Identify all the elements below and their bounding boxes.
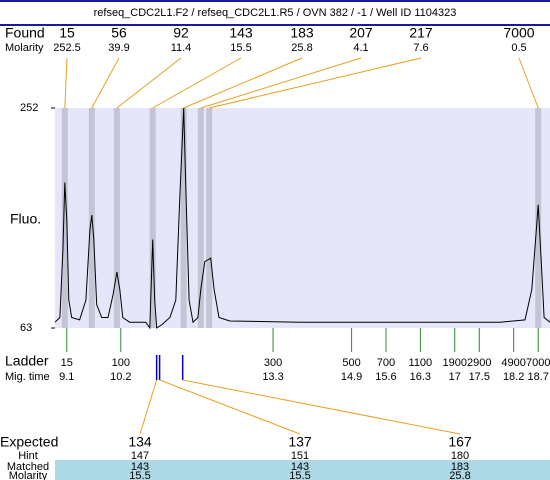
peak-band	[206, 108, 213, 328]
header-border	[0, 24, 550, 26]
found-molarity: 11.4	[171, 42, 192, 54]
expected-leader	[159, 379, 301, 435]
expected-hint: 180	[451, 450, 469, 462]
mig-time-label: Mig. time	[5, 371, 50, 383]
expected-expected: 167	[448, 434, 472, 450]
expected-leader	[139, 379, 158, 435]
ladder-size: 700	[377, 357, 395, 369]
found-size: 207	[349, 25, 373, 41]
ladder-size: 15	[61, 357, 73, 369]
ladder-time: 17.5	[469, 371, 490, 383]
expected-matched: 143	[131, 461, 149, 473]
peak-leader	[518, 57, 539, 109]
highlight-row	[55, 460, 550, 480]
y-label: Fluo.	[10, 211, 41, 227]
peak-band	[61, 108, 68, 328]
expected-molarity: 15.5	[129, 470, 150, 480]
ladder-time: 14.9	[341, 371, 362, 383]
found-size: 56	[111, 25, 127, 41]
row-label: Hint	[18, 450, 38, 462]
ladder-size: 1100	[409, 357, 433, 369]
peak-band	[535, 108, 542, 328]
row-label: Matched	[7, 461, 49, 473]
ladder-size: 7000	[526, 357, 550, 369]
ladder-size: 500	[342, 357, 360, 369]
header-title: refseq_CDC2L1.F2 / refseq_CDC2L1.R5 / OV…	[94, 7, 457, 19]
expected-expected: 134	[128, 434, 152, 450]
found-size: 143	[229, 25, 253, 41]
found-label: Found	[5, 25, 45, 41]
found-molarity: 252.5	[53, 42, 81, 54]
peak-leader	[152, 57, 242, 109]
expected-molarity: 25.8	[449, 470, 470, 480]
molarity-label: Molarity	[5, 42, 44, 54]
expected-molarity: 15.5	[289, 470, 310, 480]
found-size: 92	[173, 25, 189, 41]
peak-leader	[91, 57, 120, 109]
ladder-label: Ladder	[5, 353, 49, 369]
found-molarity: 25.8	[291, 42, 312, 54]
peak-leader	[183, 57, 303, 109]
found-molarity: 4.1	[353, 42, 368, 54]
peak-leader	[64, 57, 68, 109]
found-size: 15	[59, 25, 75, 41]
expected-hint: 147	[131, 450, 149, 462]
found-molarity: 15.5	[230, 42, 251, 54]
found-size: 7000	[503, 25, 534, 41]
peak-band	[113, 108, 120, 328]
expected-expected: 137	[288, 434, 312, 450]
ladder-time: 16.3	[410, 371, 431, 383]
found-molarity: 7.6	[413, 42, 428, 54]
expected-matched: 183	[451, 461, 469, 473]
peak-leader	[209, 57, 422, 109]
ladder-time: 15.6	[375, 371, 396, 383]
expected-matched: 143	[291, 461, 309, 473]
y-tick-label: 63	[20, 322, 32, 334]
row-label: Expected	[0, 434, 58, 450]
peak-leader	[200, 57, 362, 109]
y-tick-label: 252	[20, 102, 38, 114]
ladder-size: 4900	[501, 357, 525, 369]
row-label: Molarity	[9, 470, 48, 480]
found-molarity: 39.9	[108, 42, 129, 54]
peak-leader	[116, 57, 182, 109]
ladder-time: 13.3	[262, 371, 283, 383]
found-molarity: 0.5	[511, 42, 526, 54]
ladder-time: 9.1	[59, 371, 74, 383]
header-border	[0, 0, 550, 2]
ladder-time: 17	[449, 371, 461, 383]
found-size: 217	[409, 25, 433, 41]
ladder-size: 100	[112, 357, 130, 369]
ladder-time: 18.7	[528, 371, 549, 383]
plot-area	[55, 108, 550, 328]
ladder-time: 18.2	[503, 371, 524, 383]
ladder-time: 10.2	[110, 371, 131, 383]
expected-hint: 151	[291, 450, 309, 462]
expected-leader	[182, 379, 461, 435]
peak-band	[180, 108, 187, 328]
peak-band	[149, 108, 156, 328]
ladder-size: 2900	[467, 357, 491, 369]
ladder-size: 1900	[442, 357, 466, 369]
trace	[54, 107, 550, 330]
ladder-size: 300	[264, 357, 282, 369]
found-size: 183	[290, 25, 314, 41]
peak-band	[197, 108, 204, 328]
